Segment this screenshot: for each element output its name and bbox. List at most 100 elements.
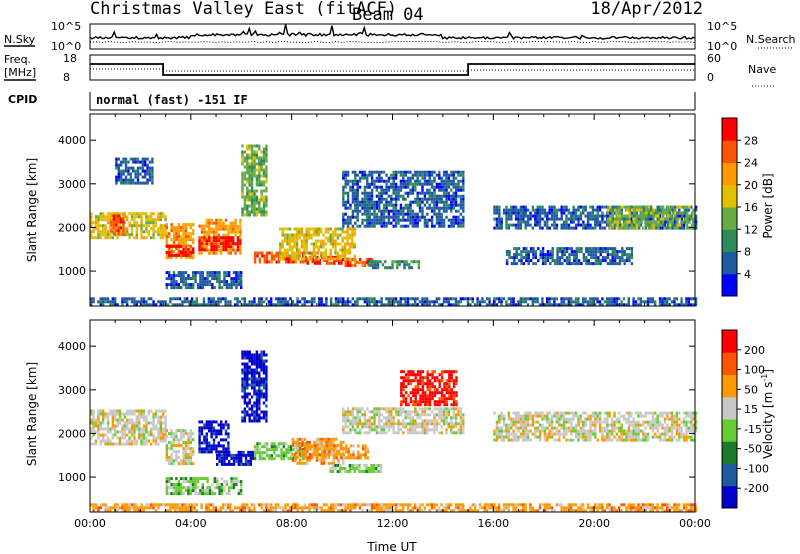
power-cell	[177, 247, 180, 251]
power-cell	[376, 263, 380, 267]
power-cell	[585, 256, 588, 260]
power-cell	[414, 224, 417, 228]
power-cell	[168, 250, 171, 254]
station-title: Christmas Valley East (fitACF)	[90, 0, 397, 19]
power-cell	[614, 217, 617, 221]
power-cell	[291, 251, 294, 255]
velocity-cell	[145, 415, 148, 419]
velocity-cell	[270, 448, 274, 452]
power-cell	[239, 236, 242, 240]
power-cell	[366, 182, 369, 186]
power-cell	[351, 242, 354, 246]
power-cell	[147, 218, 150, 222]
power-cell	[195, 303, 198, 307]
power-cell	[606, 220, 610, 224]
power-cell	[447, 185, 451, 189]
velocity-cell	[240, 453, 243, 457]
velocity-cell	[332, 449, 335, 453]
power-cell	[433, 300, 436, 304]
power-cell	[639, 300, 642, 304]
power-cell	[354, 303, 357, 307]
power-cell	[104, 227, 107, 231]
power-cell	[342, 224, 345, 228]
power-cell	[440, 200, 443, 204]
power-cell	[633, 220, 636, 224]
power-cell	[130, 227, 134, 231]
power-cell	[229, 303, 232, 307]
power-cell	[613, 205, 616, 209]
power-cell	[210, 239, 213, 243]
power-cell	[207, 300, 210, 304]
velocity-cell	[452, 382, 456, 386]
power-cell	[391, 266, 394, 270]
power-cell	[452, 173, 455, 177]
power-cell	[351, 236, 354, 240]
power-cell	[579, 211, 583, 215]
power-cell	[332, 303, 335, 307]
power-cell	[331, 236, 335, 240]
power-cell	[488, 303, 491, 307]
power-cell	[447, 206, 451, 210]
power-cell	[186, 297, 189, 301]
power-cell	[154, 230, 158, 234]
power-cell	[375, 218, 379, 222]
velocity-cell	[133, 409, 136, 413]
power-cell	[329, 236, 332, 240]
nsky-trace	[89, 24, 696, 40]
power-cell	[126, 297, 129, 301]
power-cell	[106, 221, 110, 225]
power-cell	[106, 215, 110, 219]
power-cell	[656, 205, 659, 209]
power-cell	[202, 300, 206, 304]
power-cell	[586, 226, 590, 230]
power-cell	[435, 212, 439, 216]
power-cell	[248, 189, 251, 193]
velocity-cell	[325, 447, 329, 451]
power-cell	[281, 233, 284, 237]
power-cell	[387, 221, 391, 225]
power-cell	[157, 227, 160, 231]
power-cell	[394, 185, 398, 189]
power-cell	[286, 233, 289, 237]
power-cell	[199, 283, 202, 287]
power-cell	[512, 208, 515, 212]
velocity-cell	[182, 429, 185, 433]
velocity-cell	[336, 470, 340, 473]
power-cell	[305, 245, 308, 249]
power-cell	[320, 297, 323, 301]
velocity-cell	[328, 453, 331, 457]
velocity-cell	[421, 370, 425, 374]
velocity-cell	[232, 462, 236, 466]
velocity-cell	[244, 459, 248, 463]
power-cell	[543, 223, 547, 227]
power-cell	[445, 203, 448, 207]
power-cell	[319, 242, 323, 246]
power-cell	[346, 215, 350, 219]
velocity-cell	[145, 442, 148, 446]
power-cell	[363, 218, 367, 222]
power-cell	[312, 245, 316, 249]
power-cell	[152, 212, 155, 216]
power-cell	[640, 214, 643, 218]
power-cell	[565, 259, 569, 263]
velocity-cell	[366, 450, 370, 454]
power-cell	[577, 208, 580, 212]
velocity-cell	[220, 456, 224, 460]
velocity-cell	[333, 444, 336, 448]
power-cell	[620, 300, 623, 304]
velocity-cell	[192, 450, 195, 454]
power-cell	[505, 300, 508, 304]
power-cell	[296, 297, 299, 301]
power-cell	[287, 257, 290, 261]
power-cell	[331, 245, 335, 249]
power-cell	[675, 211, 679, 215]
velocity-cell	[133, 439, 136, 443]
power-ytick-label: 4000	[58, 134, 86, 147]
velocity-cell	[402, 394, 405, 398]
velocity-cell	[205, 450, 208, 454]
power-cell	[548, 226, 551, 230]
power-cell	[170, 244, 173, 248]
velocity-cell	[409, 397, 413, 401]
power-cell	[380, 194, 383, 198]
power-cell	[329, 233, 332, 237]
